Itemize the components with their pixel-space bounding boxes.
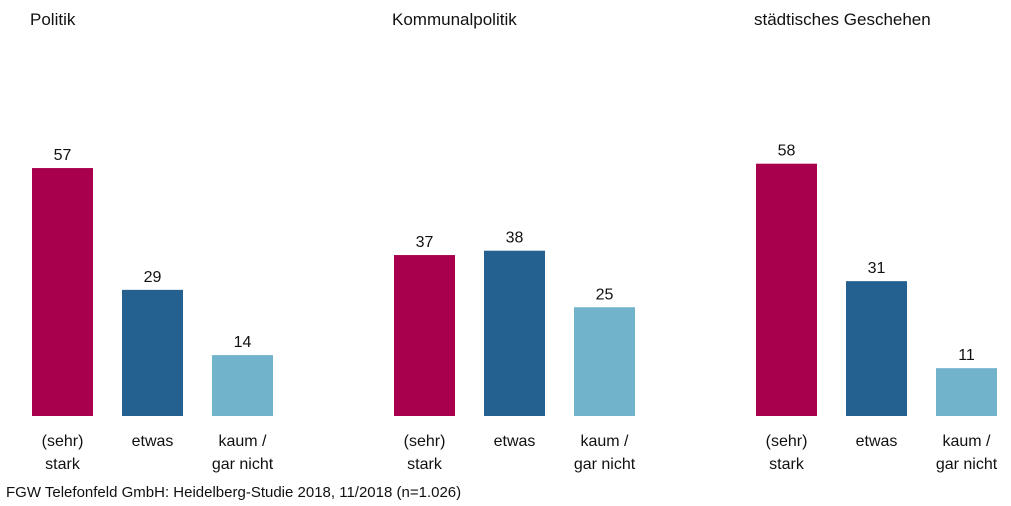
source: FGW Telefonfeld GmbH: Heidelberg-Studie … xyxy=(6,484,462,501)
value-label: 11 xyxy=(958,347,975,364)
value-label: 37 xyxy=(416,234,434,251)
bar xyxy=(394,255,455,416)
chart-title: Kommunalpolitik xyxy=(392,10,517,29)
bar xyxy=(212,355,273,416)
category-label: etwas xyxy=(493,433,536,450)
value-label: 31 xyxy=(868,260,886,277)
chart-title: städtisches Geschehen xyxy=(754,10,931,29)
bar xyxy=(846,281,907,416)
category-label: (sehr) stark xyxy=(41,433,84,473)
value-label: 14 xyxy=(234,334,252,351)
bar xyxy=(32,168,93,416)
bar xyxy=(756,163,817,416)
category-label: (sehr) stark xyxy=(765,433,808,473)
category-label: etwas xyxy=(131,433,174,450)
value-label: 25 xyxy=(596,286,614,303)
category-label: kaum / gar nicht xyxy=(211,433,274,473)
bar xyxy=(484,250,545,416)
bar xyxy=(574,307,635,416)
value-label: 58 xyxy=(778,143,796,160)
value-label: 57 xyxy=(54,147,72,164)
bar xyxy=(936,368,997,416)
category-label: kaum / gar nicht xyxy=(573,433,636,473)
category-label: etwas xyxy=(855,433,898,450)
category-label: (sehr) stark xyxy=(403,433,446,473)
category-label: kaum / gar nicht xyxy=(935,433,998,473)
chart-title: Politik xyxy=(30,10,76,29)
value-label: 38 xyxy=(506,230,524,247)
bar xyxy=(122,289,183,416)
value-label: 29 xyxy=(144,269,162,286)
